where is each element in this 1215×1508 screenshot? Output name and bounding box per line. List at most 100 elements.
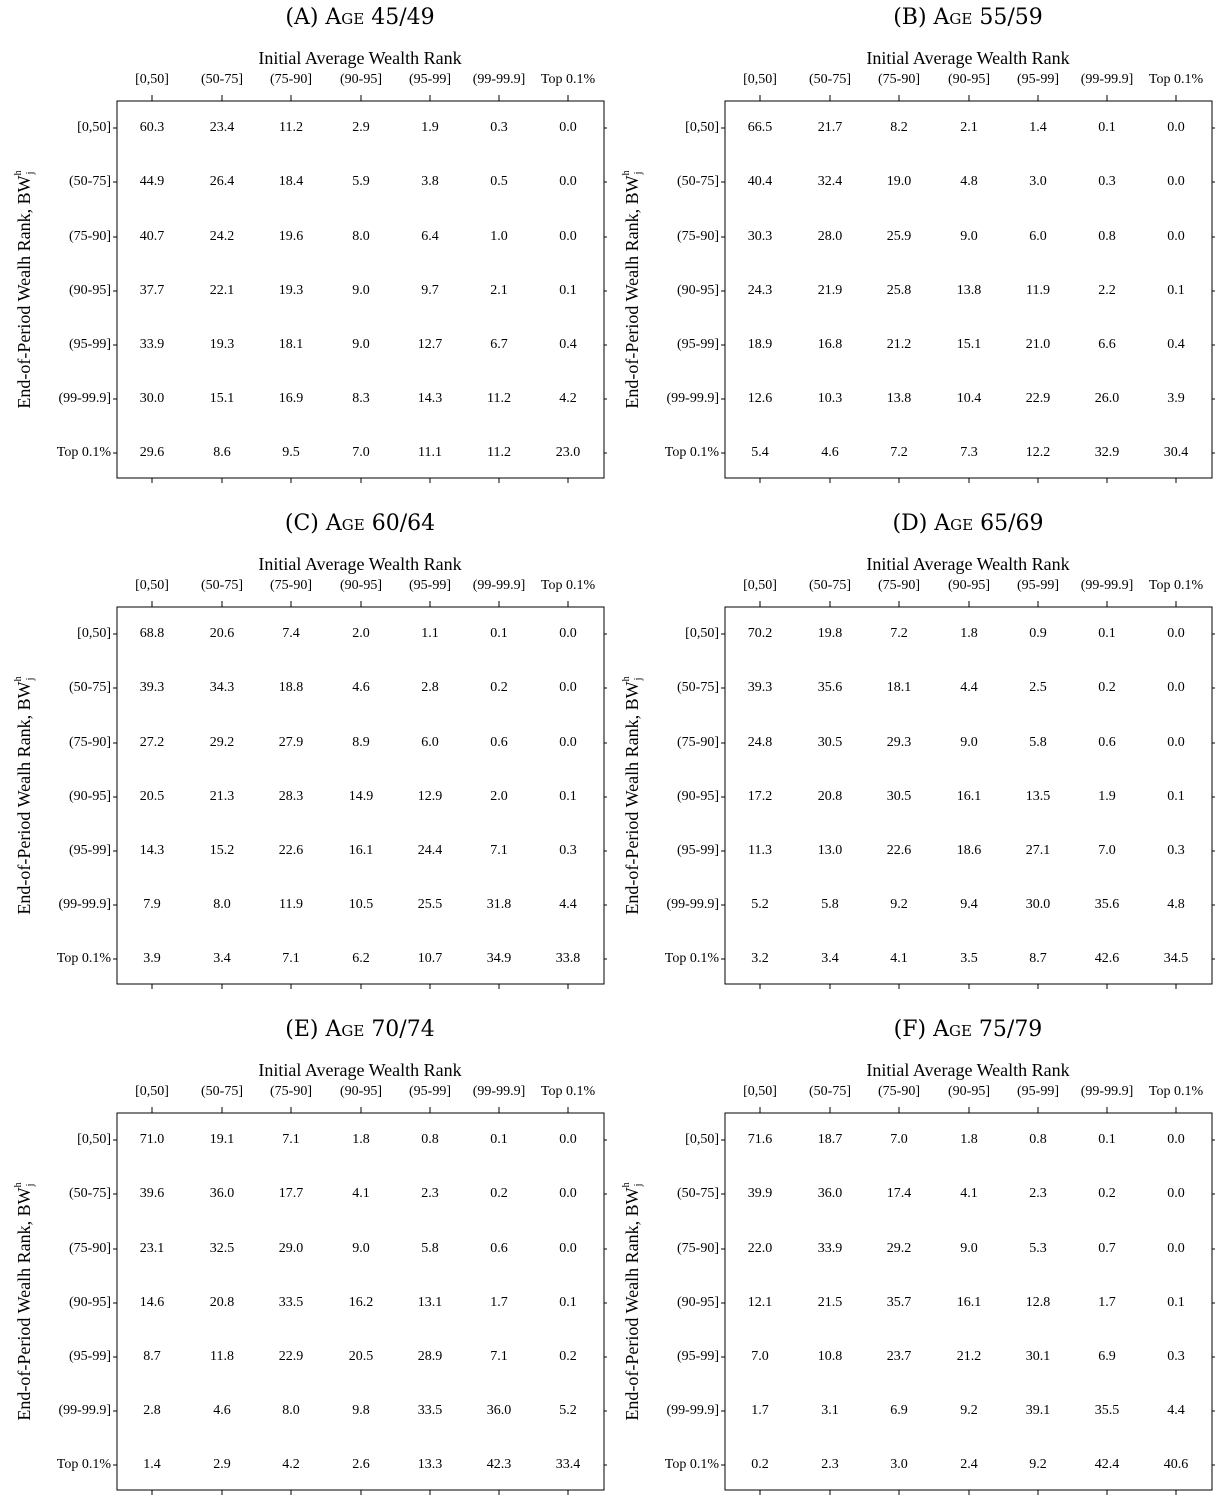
panel-title: (B) Age 55/59 (893, 5, 1043, 30)
table-cell: 0.0 (559, 626, 577, 641)
column-label: (90-95] (948, 72, 990, 87)
table-cell: 2.3 (821, 1457, 839, 1472)
column-label: [0,50] (135, 578, 169, 593)
table-cell: 18.1 (279, 337, 304, 352)
column-label: (75-90] (270, 1084, 312, 1099)
table-cell: 6.9 (890, 1403, 908, 1418)
column-label: [0,50] (743, 72, 777, 87)
table-cell: 4.1 (960, 1186, 978, 1201)
table-cell: 0.0 (559, 174, 577, 189)
table-cell: 42.4 (1095, 1457, 1120, 1472)
row-label: [0,50] (77, 1132, 111, 1147)
y-axis-title-sub: j (633, 172, 644, 176)
table-cell: 9.5 (282, 445, 300, 460)
table-cell: 40.7 (140, 229, 165, 244)
table-cell: 5.8 (1029, 735, 1047, 750)
table-cell: 33.9 (818, 1241, 843, 1256)
table-cell: 0.0 (1167, 735, 1185, 750)
table-cell: 19.8 (818, 626, 843, 641)
table-cell: 21.2 (957, 1349, 982, 1364)
table-cell: 21.9 (818, 283, 843, 298)
table-cell: 18.6 (957, 843, 982, 858)
chart-svg: (B) Age 55/59 Initial Average Wealth Rank… (621, 5, 1215, 483)
table-cell: 10.4 (957, 391, 982, 406)
table-cell: 39.9 (748, 1186, 773, 1201)
table-cell: 0.0 (1167, 120, 1185, 135)
table-cell: 33.5 (418, 1403, 443, 1418)
panel-title: (A) Age 45/49 (285, 5, 434, 30)
table-cell: 9.0 (352, 1241, 370, 1256)
table-cell: 71.6 (748, 1132, 773, 1147)
table-cell: 1.1 (421, 626, 439, 641)
y-axis-title-text: End-of-Period Wealh Rank, BW (622, 681, 642, 914)
table-cell: 13.3 (418, 1457, 443, 1472)
table-cell: 1.9 (1098, 789, 1116, 804)
table-cell: 9.0 (352, 337, 370, 352)
table-cell: 2.1 (490, 283, 508, 298)
table-cell: 0.0 (1167, 229, 1185, 244)
table-cell: 29.6 (140, 445, 165, 460)
row-label: (75-90] (69, 229, 111, 244)
row-label: [0,50] (685, 1132, 719, 1147)
row-label: (95-99] (677, 843, 719, 858)
table-cell: 39.3 (748, 680, 773, 695)
column-label: (50-75] (809, 578, 851, 593)
table-cell: 19.3 (210, 337, 235, 352)
column-label: [0,50] (743, 578, 777, 593)
table-cell: 40.4 (748, 174, 773, 189)
table-cell: 22.0 (748, 1241, 773, 1256)
table-cell: 6.4 (421, 229, 439, 244)
y-axis-title-text: End-of-Period Wealh Rank, BW (14, 1187, 34, 1420)
table-cell: 0.0 (1167, 1241, 1185, 1256)
chart-svg: (A) Age 45/49 Initial Average Wealth Rank… (13, 5, 607, 483)
table-cell: 16.8 (818, 337, 843, 352)
table-cell: 0.1 (559, 283, 577, 298)
table-cell: 0.1 (1098, 120, 1116, 135)
row-label: [0,50] (77, 626, 111, 641)
panel-b: (B) Age 55/59 Initial Average Wealth Rank… (608, 0, 1215, 496)
table-cell: 9.4 (960, 897, 978, 912)
table-cell: 0.1 (559, 789, 577, 804)
table-cell: 0.3 (1167, 1349, 1185, 1364)
table-cell: 18.7 (818, 1132, 843, 1147)
table-cell: 33.9 (140, 337, 165, 352)
table-cell: 7.1 (282, 1132, 300, 1147)
table-cell: 2.9 (213, 1457, 231, 1472)
table-cell: 19.0 (887, 174, 912, 189)
table-cell: 13.0 (818, 843, 843, 858)
column-label: (99-99.9] (1081, 72, 1134, 87)
table-cell: 8.0 (352, 229, 370, 244)
table-cell: 24.3 (748, 283, 773, 298)
table-cell: 7.0 (890, 1132, 908, 1147)
table-cell: 42.6 (1095, 951, 1120, 966)
table-cell: 0.1 (1167, 789, 1185, 804)
table-cell: 0.6 (490, 1241, 508, 1256)
table-cell: 0.0 (559, 1186, 577, 1201)
table-cell: 3.5 (960, 951, 978, 966)
y-axis-title: End-of-Period Wealh Rank, BWhj (13, 170, 36, 408)
table-cell: 22.9 (1026, 391, 1051, 406)
y-axis-title-group: End-of-Period Wealh Rank, BWhj (13, 1182, 36, 1420)
table-cell: 5.3 (1029, 1241, 1047, 1256)
table-cell: 9.8 (352, 1403, 370, 1418)
table-cell: 9.7 (421, 283, 439, 298)
panel-title: (C) Age 60/64 (285, 511, 435, 536)
y-axis-title: End-of-Period Wealh Rank, BWhj (621, 676, 644, 914)
table-cell: 34.9 (487, 951, 512, 966)
table-cell: 16.1 (349, 843, 374, 858)
table-cell: 30.4 (1164, 445, 1189, 460)
row-label: (75-90] (677, 735, 719, 750)
table-cell: 16.9 (279, 391, 304, 406)
table-cell: 0.2 (1098, 1186, 1116, 1201)
table-cell: 12.9 (418, 789, 443, 804)
table-cell: 10.5 (349, 897, 374, 912)
y-axis-title-sup: h (13, 170, 24, 175)
table-cell: 25.8 (887, 283, 912, 298)
table-cell: 7.2 (890, 626, 908, 641)
table-cell: 14.3 (418, 391, 443, 406)
table-cell: 29.2 (887, 1241, 912, 1256)
column-label: [0,50] (135, 72, 169, 87)
table-cell: 4.6 (213, 1403, 231, 1418)
table-cell: 32.9 (1095, 445, 1120, 460)
row-label: (90-95] (69, 789, 111, 804)
